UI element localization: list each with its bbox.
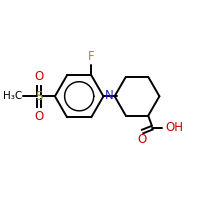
Text: O: O xyxy=(34,70,44,83)
Text: F: F xyxy=(88,50,95,63)
Text: O: O xyxy=(137,133,147,146)
Text: O: O xyxy=(34,110,44,123)
Text: OH: OH xyxy=(165,121,183,134)
Text: S: S xyxy=(35,90,43,103)
Text: N: N xyxy=(105,89,114,102)
Text: H₃C: H₃C xyxy=(3,91,22,101)
